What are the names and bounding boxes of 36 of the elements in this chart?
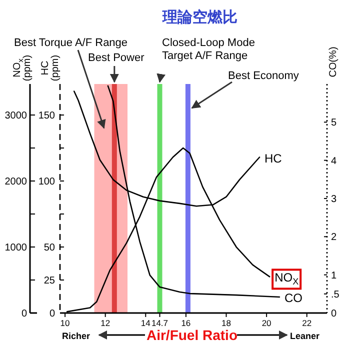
y3-tick-label: 4 xyxy=(331,156,337,167)
ref-line-label: Best Power xyxy=(88,52,145,64)
x-tick-label: 20 xyxy=(262,318,272,328)
x-tick-label: 10 xyxy=(60,318,70,328)
x-tick-label: 14 xyxy=(140,318,151,328)
y3-tick-label: 5 xyxy=(331,118,337,129)
y-tick-label: 0 xyxy=(21,308,28,320)
x-tick-label: 22 xyxy=(302,318,312,328)
band-label: Best Torque A/F Range xyxy=(14,37,128,49)
y-tick-label: 2000 xyxy=(4,176,28,188)
y2-tick-label: 25 xyxy=(44,276,56,287)
y-tick-label: 1000 xyxy=(4,242,28,254)
ref-line-label: Best Economy xyxy=(228,70,300,82)
y3-tick-label: 1 xyxy=(331,270,337,282)
series-label: HC xyxy=(264,151,282,166)
y3-tick-label: 3 xyxy=(331,194,337,205)
x-tick-label: 14.7 xyxy=(151,318,168,328)
y3-axis-title: CO(%) xyxy=(328,46,339,78)
y2-axis-title: HC (ppm) xyxy=(40,54,61,82)
text: Richer xyxy=(62,331,91,341)
chart-title: 理論空燃比 xyxy=(162,8,238,26)
y-tick-label: 3000 xyxy=(4,110,28,122)
ref-line-label: Closed-Loop Mode Target A/F Range xyxy=(162,37,255,62)
y2-tick-label: 50 xyxy=(44,242,56,254)
y3-tick-label: .5 xyxy=(331,289,340,300)
x-axis-title: Air/Fuel Ratio xyxy=(146,327,238,343)
y2-tick-label: 150 xyxy=(38,110,56,122)
y2-tick-label: 100 xyxy=(38,176,56,188)
x-tick-label: 12 xyxy=(100,318,110,328)
y2-tick-label: 0 xyxy=(49,308,56,320)
x-tick-label: 16 xyxy=(181,318,191,328)
series-label: CO xyxy=(284,290,302,305)
text: Leaner xyxy=(290,331,320,341)
y3-tick-label: 0 xyxy=(331,308,337,320)
y3-tick-label: 2 xyxy=(331,232,337,244)
x-tick-label: 18 xyxy=(222,318,232,328)
